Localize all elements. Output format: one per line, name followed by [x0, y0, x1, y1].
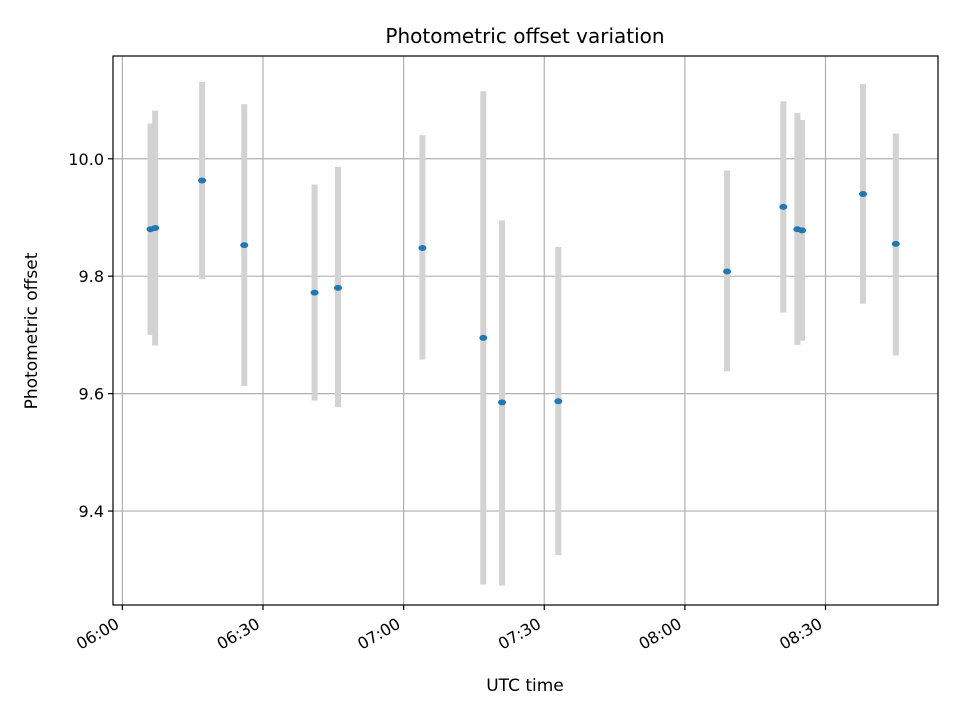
plot-area-frame	[112, 55, 939, 606]
data-points	[146, 177, 900, 406]
data-point	[240, 242, 249, 249]
data-point	[310, 289, 319, 296]
data-point	[891, 240, 900, 247]
data-point	[418, 245, 427, 252]
data-point	[779, 203, 788, 210]
data-point	[151, 225, 160, 232]
y-tick-label: 10.0	[68, 150, 104, 169]
data-point	[859, 190, 867, 197]
chart-title: Photometric offset variation	[385, 24, 664, 48]
data-point	[723, 268, 732, 275]
y-tick-label: 9.8	[79, 267, 104, 286]
data-point	[498, 399, 507, 406]
y-tick-label: 9.4	[79, 502, 104, 521]
data-point	[554, 398, 563, 405]
data-point	[479, 334, 488, 341]
data-point	[198, 177, 207, 184]
data-point	[334, 284, 342, 291]
y-axis-ticks: 9.4 9.6 9.8 10.0	[68, 150, 113, 521]
data-point	[798, 227, 807, 234]
y-axis-title: Photometric offset	[22, 252, 42, 409]
x-axis-title: UTC time	[486, 676, 564, 696]
y-tick-label: 9.6	[79, 385, 104, 404]
